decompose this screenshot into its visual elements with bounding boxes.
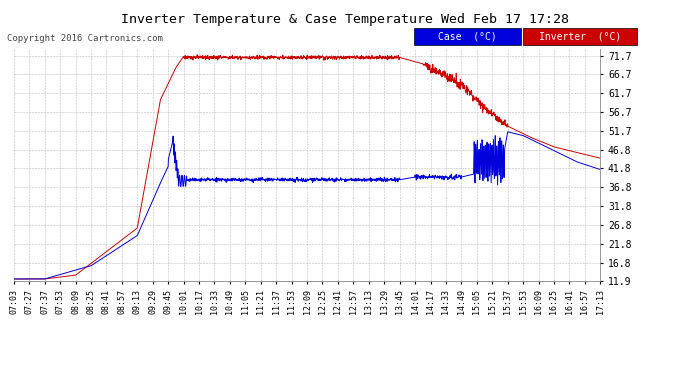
Text: Inverter  (°C): Inverter (°C) bbox=[539, 32, 622, 42]
Text: Copyright 2016 Cartronics.com: Copyright 2016 Cartronics.com bbox=[7, 34, 163, 43]
Text: Case  (°C): Case (°C) bbox=[438, 32, 497, 42]
Text: Inverter Temperature & Case Temperature Wed Feb 17 17:28: Inverter Temperature & Case Temperature … bbox=[121, 13, 569, 26]
